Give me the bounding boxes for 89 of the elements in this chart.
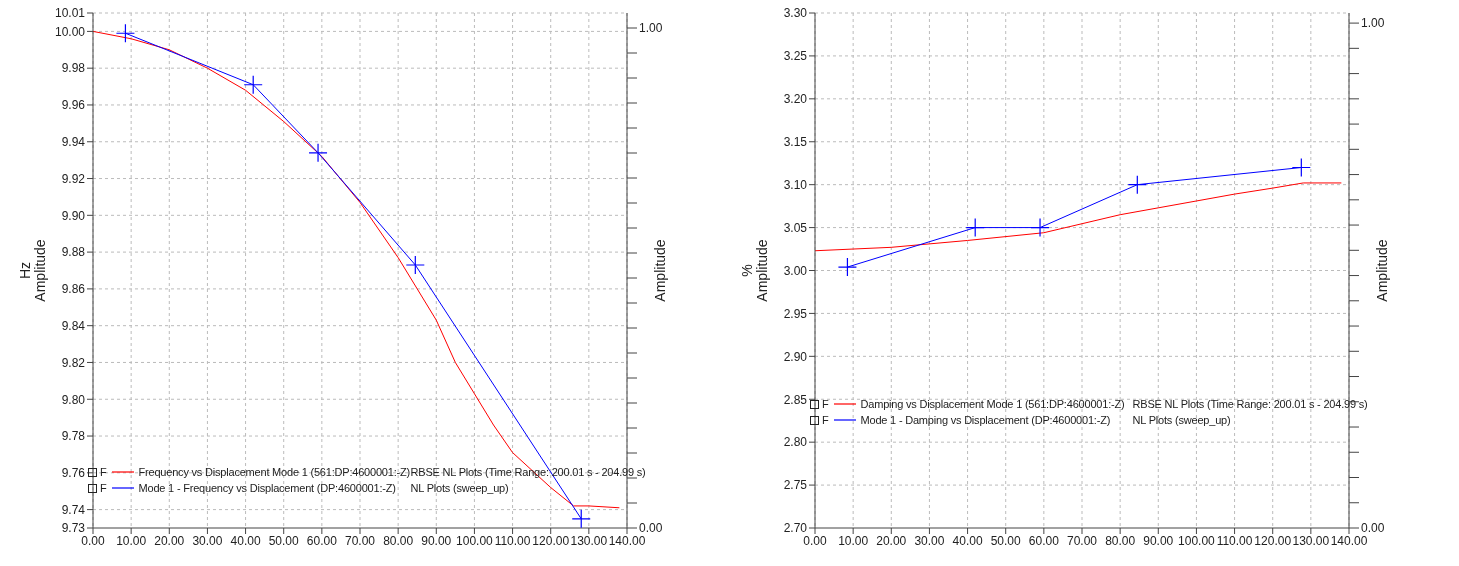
- x-tick-label: 90.00: [421, 533, 452, 548]
- x-tick-label: 40.00: [230, 533, 261, 548]
- y-tick-label: 9.96: [61, 98, 86, 113]
- point: [1030, 217, 1050, 238]
- x-tick-label: 30.00: [192, 533, 223, 548]
- annotation: F: [822, 397, 829, 412]
- y2-tick-label: 0.00: [1361, 521, 1385, 536]
- y-tick-label: 9.74: [61, 502, 86, 517]
- point: [115, 23, 136, 43]
- y-tick-label: 2.75: [783, 478, 808, 493]
- x-tick-label: 130.00: [570, 533, 608, 548]
- point: [243, 75, 263, 95]
- annotation: F: [822, 413, 829, 428]
- y-tick-label: 9.84: [61, 318, 86, 333]
- x-tick-label: 50.00: [268, 533, 300, 548]
- point: [1127, 175, 1147, 195]
- y-tick-label: 3.30: [783, 6, 808, 21]
- x-tick-label: 0.00: [81, 533, 105, 548]
- x-tick-label: 100.00: [456, 533, 494, 548]
- y-tick-label: 2.95: [783, 306, 808, 321]
- y2-tick-label: 1.00: [639, 21, 663, 36]
- y-tick-label: 9.98: [61, 61, 86, 76]
- y-tick-label: 9.80: [61, 392, 86, 407]
- x-tick-label: 110.00: [494, 533, 531, 548]
- y2-axis-title: Amplitude: [1374, 239, 1390, 302]
- y-tick-label: 2.80: [783, 435, 808, 450]
- x-tick-label: 80.00: [383, 533, 414, 548]
- y2-tick-label: 1.00: [1361, 16, 1385, 31]
- x-tick-label: 140.00: [608, 533, 646, 548]
- y-tick-label: 9.90: [61, 208, 86, 223]
- x-tick-label: 0.00: [803, 533, 827, 548]
- legend-label: Damping vs Displacement Mode 1 (561:DP:4600001:-Z): [860, 397, 1125, 412]
- x-tick-label: 60.00: [1028, 533, 1060, 548]
- x-tick-label: 80.00: [1105, 533, 1136, 548]
- y-tick-label: 2.85: [783, 392, 808, 407]
- annotation: RBSE NL Plots (Time Range: 200.01 s - 204.99 s): [1132, 397, 1368, 412]
- y-tick-label: 3.05: [783, 220, 808, 235]
- y-tick-label: 9.73: [61, 521, 86, 536]
- y-tick-label: 3.25: [783, 49, 808, 64]
- point: [571, 509, 591, 528]
- x-tick-label: 30.00: [914, 533, 945, 548]
- x-tick-label: 40.00: [952, 533, 983, 548]
- x-tick-label: 60.00: [306, 533, 338, 548]
- x-tick-label: 70.00: [1066, 533, 1098, 548]
- x-tick-label: 20.00: [154, 533, 185, 548]
- y-tick-label: 3.20: [783, 92, 808, 107]
- y-tick-label: 9.76: [61, 466, 86, 481]
- x-tick-label: 120.00: [532, 533, 570, 548]
- x-tick-label: 100.00: [1178, 533, 1216, 548]
- annotation: F: [100, 481, 107, 496]
- point: [308, 143, 328, 163]
- y-tick-label: 9.94: [61, 135, 86, 150]
- x-tick-label: 10.00: [838, 533, 869, 548]
- point: [837, 257, 858, 277]
- x-tick-label: 10.00: [116, 533, 147, 548]
- y-tick-label: 9.86: [61, 282, 86, 297]
- y-tick-label: 2.90: [783, 349, 808, 364]
- line-series: [815, 182, 1342, 252]
- x-tick-label: 50.00: [990, 533, 1022, 548]
- y2-axis-title: Amplitude: [652, 239, 668, 302]
- y-axis-title: % Amplitude: [739, 239, 770, 302]
- y-tick-label: 9.78: [61, 429, 86, 444]
- y-axis-title: Hz Amplitude: [17, 239, 48, 302]
- point: [405, 255, 425, 275]
- legend-label: Frequency vs Displacement Mode 1 (561:DP:4600001:-Z): [138, 465, 410, 480]
- point: [1291, 157, 1311, 178]
- y-tick-label: 3.15: [783, 135, 808, 150]
- x-tick-label: 120.00: [1254, 533, 1292, 548]
- legend-label: Mode 1 - Damping vs Displacement (DP:4600001:-Z): [860, 413, 1112, 428]
- x-tick-label: 140.00: [1330, 533, 1368, 548]
- x-tick-label: 20.00: [876, 533, 907, 548]
- point: [965, 217, 985, 238]
- y-tick-label: 9.82: [61, 355, 86, 370]
- y2-tick-label: 0.00: [639, 521, 663, 536]
- x-tick-label: 70.00: [344, 533, 376, 548]
- annotation: NL Plots (sweep_up): [1132, 413, 1231, 428]
- annotation: F: [100, 465, 107, 480]
- y-tick-label: 3.00: [783, 263, 808, 278]
- y-tick-label: 10.00: [54, 24, 86, 39]
- y-tick-label: 9.88: [61, 245, 86, 260]
- legend-label: Mode 1 - Frequency vs Displacement (DP:4600001:-Z): [138, 481, 397, 496]
- y-tick-label: 3.10: [783, 177, 808, 192]
- x-tick-label: 90.00: [1143, 533, 1174, 548]
- x-tick-label: 110.00: [1216, 533, 1253, 548]
- y-tick-label: 10.01: [54, 6, 86, 21]
- y-tick-label: 2.70: [783, 521, 808, 536]
- x-tick-label: 130.00: [1292, 533, 1330, 548]
- y-tick-label: 9.92: [61, 171, 86, 186]
- annotation: NL Plots (sweep_up): [410, 481, 509, 496]
